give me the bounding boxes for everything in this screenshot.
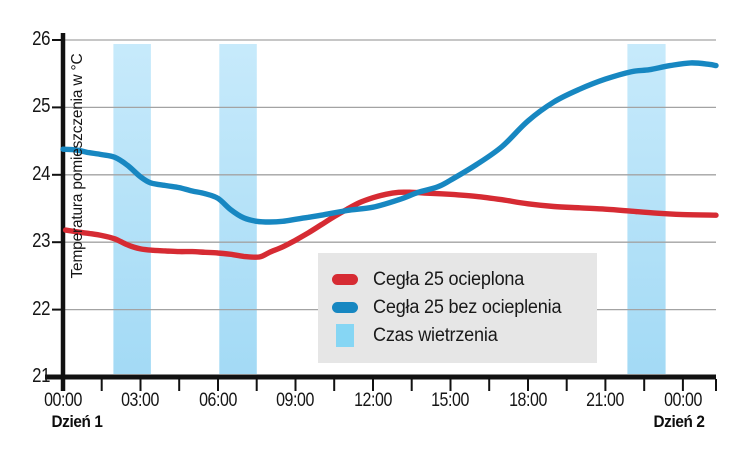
y-tick-label: 22 <box>32 297 50 320</box>
x-tick-label: 18:00 <box>509 390 547 411</box>
series-line-insulated <box>62 189 719 260</box>
x-tick-label: 00:00 <box>663 390 702 411</box>
y-tick-label: 23 <box>32 230 50 253</box>
legend-swatch-blue-line-icon <box>332 302 358 313</box>
ventilation-band <box>219 44 257 374</box>
x-tick-label: 09:00 <box>276 390 315 411</box>
x-tick-label: 15:00 <box>431 390 470 411</box>
legend-swatch-red-line-icon <box>332 274 358 286</box>
y-tick-label: 21 <box>32 365 50 387</box>
legend: Cegła 25 ocieplona Cegła 25 bez ocieplen… <box>318 253 597 363</box>
series-line-uninsulated <box>60 60 719 225</box>
x-tick-label: 03:00 <box>121 390 160 411</box>
y-tick-label: 25 <box>32 95 50 118</box>
legend-label: Czas wietrzenia <box>373 324 498 346</box>
legend-item-insulated: Cegła 25 ocieplona <box>332 269 597 291</box>
legend-label: Cegła 25 bez ocieplenia <box>373 296 562 318</box>
legend-label: Cegła 25 ocieplona <box>373 268 525 290</box>
x-tick-label: 21:00 <box>586 390 625 411</box>
day-label: Dzień 2 <box>653 412 705 431</box>
y-tick-label: 24 <box>32 162 50 185</box>
legend-item-uninsulated: Cegła 25 bez ocieplenia <box>332 297 597 319</box>
x-tick-label: 00:00 <box>44 390 82 411</box>
legend-swatch-band-icon <box>332 324 358 348</box>
x-tick-label: 12:00 <box>354 390 392 411</box>
day-label: Dzień 1 <box>51 412 103 431</box>
y-tick-label: 26 <box>32 28 50 50</box>
x-tick-label: 06:00 <box>199 390 237 411</box>
y-axis-title: Temperatura pomieszczenia w °C <box>69 53 86 279</box>
legend-item-ventilation: Czas wietrzenia <box>332 324 597 348</box>
ventilation-band <box>113 44 151 374</box>
